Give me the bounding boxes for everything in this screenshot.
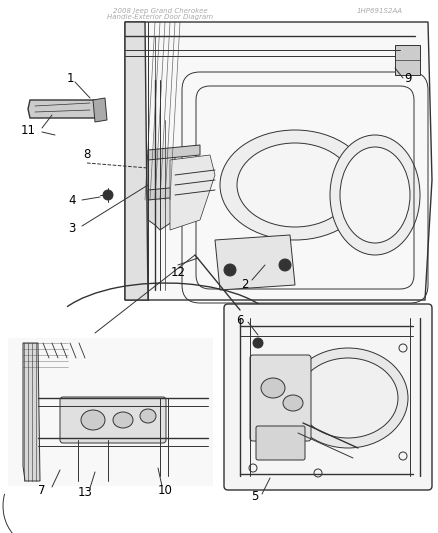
Text: 13: 13 (78, 486, 92, 498)
Ellipse shape (261, 378, 285, 398)
Text: 4: 4 (68, 193, 76, 206)
Ellipse shape (288, 348, 408, 448)
Text: 12: 12 (170, 265, 186, 279)
Polygon shape (93, 98, 107, 122)
Circle shape (253, 338, 263, 348)
Polygon shape (170, 155, 215, 230)
FancyBboxPatch shape (250, 355, 311, 441)
Polygon shape (23, 343, 40, 481)
Ellipse shape (237, 143, 353, 227)
PathPatch shape (125, 22, 432, 300)
Text: 1HP691S2AA: 1HP691S2AA (357, 8, 403, 14)
Ellipse shape (330, 135, 420, 255)
Polygon shape (28, 100, 98, 118)
Polygon shape (125, 22, 148, 300)
Polygon shape (215, 235, 295, 290)
Text: 8: 8 (83, 149, 91, 161)
Circle shape (224, 264, 236, 276)
Text: 2: 2 (241, 279, 249, 292)
Ellipse shape (298, 358, 398, 438)
Ellipse shape (340, 147, 410, 243)
Ellipse shape (81, 410, 105, 430)
Text: 10: 10 (158, 483, 173, 497)
Text: 3: 3 (68, 222, 76, 235)
FancyBboxPatch shape (60, 397, 166, 443)
Text: 9: 9 (404, 71, 412, 85)
Text: Handle-Exterior Door Diagram: Handle-Exterior Door Diagram (107, 14, 213, 20)
Circle shape (103, 190, 113, 200)
Polygon shape (148, 145, 200, 160)
Polygon shape (148, 155, 175, 230)
FancyBboxPatch shape (224, 304, 432, 490)
Text: 6: 6 (236, 313, 244, 327)
Polygon shape (148, 185, 200, 200)
Text: 1: 1 (66, 71, 74, 85)
Text: 2008 Jeep Grand Cherokee: 2008 Jeep Grand Cherokee (113, 8, 207, 14)
Ellipse shape (113, 412, 133, 428)
Text: 7: 7 (38, 483, 46, 497)
Ellipse shape (140, 409, 156, 423)
Ellipse shape (283, 395, 303, 411)
FancyBboxPatch shape (256, 426, 305, 460)
Polygon shape (395, 45, 420, 75)
Ellipse shape (220, 130, 370, 240)
Circle shape (279, 259, 291, 271)
Text: 11: 11 (21, 124, 35, 136)
FancyBboxPatch shape (8, 338, 213, 486)
Text: 5: 5 (251, 490, 259, 504)
